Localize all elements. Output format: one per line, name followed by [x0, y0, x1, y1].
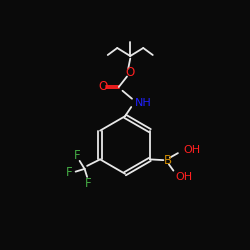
Text: F: F	[74, 149, 81, 162]
Text: NH: NH	[134, 98, 151, 108]
Text: OH: OH	[183, 145, 200, 155]
Text: F: F	[85, 177, 91, 190]
Text: O: O	[125, 66, 134, 78]
Text: F: F	[66, 166, 72, 179]
Text: O: O	[98, 80, 108, 93]
Text: OH: OH	[176, 172, 192, 182]
Text: B: B	[164, 154, 172, 167]
